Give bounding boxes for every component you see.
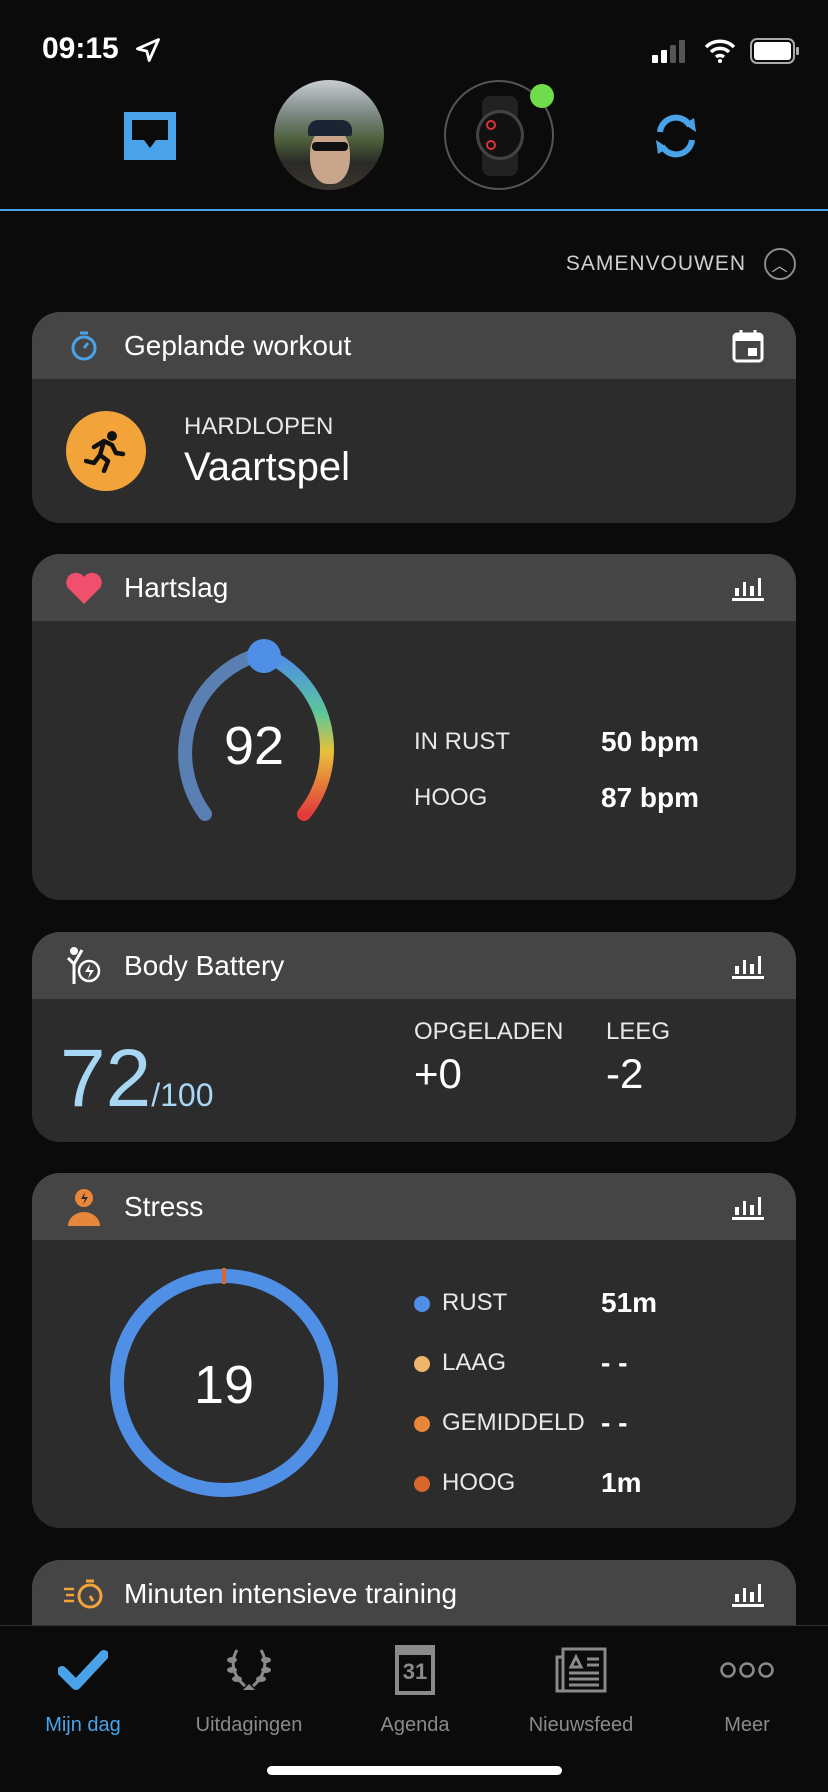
home-indicator[interactable] [267,1766,562,1775]
tab-label: Uitdagingen [195,1714,303,1736]
stress-value: 19 [194,1355,254,1415]
stress-card[interactable]: Stress 19 RUST 51m LAAG - - GEMIDDELD - - H… [32,1173,796,1528]
running-icon [66,411,146,491]
stress-ring: 19 [110,1268,338,1497]
tab-label: Nieuwsfeed [528,1714,634,1736]
body-battery-card[interactable]: Body Battery 72/100 OPGELADEN +0 LEEG -2 [32,932,796,1142]
tab-bar: Mijn dag Uitdagingen 31 Agenda Nieuwsfeed… [0,1625,828,1792]
chevron-up-icon: ︿ [764,248,796,280]
tab-calendar[interactable]: 31 Agenda [332,1626,498,1737]
chart-icon[interactable] [732,1581,764,1607]
card-title: Geplande workout [124,329,352,361]
signal-icon [652,40,685,63]
chart-icon[interactable] [732,1194,764,1220]
checkmark-icon [58,1650,108,1690]
heart-rate-card[interactable]: Hartslag 92 IN RUST 50 bpm HOOG 87 bpm [32,554,796,900]
heart-rate-gauge: 92 [178,639,334,821]
battery-icon [750,38,799,64]
connected-indicator [530,84,554,108]
sync-icon[interactable] [648,110,704,162]
stress-row-high: HOOG 1m [414,1453,657,1513]
tab-challenges[interactable]: Uitdagingen [166,1626,332,1737]
card-title: Body Battery [124,949,285,981]
medium-value: - - [601,1407,628,1438]
card-title: Stress [124,1190,204,1222]
calendar-icon[interactable] [732,329,764,363]
battery-level: 72 [60,1033,152,1124]
stress-row-low: LAAG - - [414,1333,657,1393]
location-arrow-icon [136,38,160,62]
tab-my-day[interactable]: Mijn dag [0,1626,166,1737]
stress-row-medium: GEMIDDELD - - [414,1393,657,1453]
charged-value: +0 [414,1050,462,1097]
tab-label: Mijn dag [45,1714,121,1736]
newspaper-icon [555,1647,607,1693]
workout-name: Vaartspel [184,444,351,489]
header-divider [0,209,828,211]
tab-label: Meer [724,1714,770,1736]
calendar-tab-icon: 31 [395,1645,435,1695]
planned-workout-card[interactable]: Geplande workout HARDLOPEN Vaartspel [32,312,796,523]
body-battery-icon [62,944,106,988]
high-label: HOOG [414,784,488,811]
rest-value: 51m [601,1287,658,1318]
high-dot [414,1475,430,1492]
stress-row-rest: RUST 51m [414,1273,657,1333]
drained-label: LEEG [606,1018,671,1045]
laurel-icon [227,1649,271,1690]
more-dots-icon [720,1662,774,1678]
stopwatch-icon [62,324,106,368]
tab-more[interactable]: Meer [664,1626,828,1737]
battery-max: /100 [151,1077,214,1113]
drained-value: -2 [606,1050,644,1097]
collapse-button[interactable]: SAMENVOUWEN ︿ [566,248,796,280]
high-stress-value: 1m [601,1467,642,1498]
resting-label: IN RUST [414,728,510,755]
tab-newsfeed[interactable]: Nieuwsfeed [498,1626,664,1737]
avatar[interactable] [274,80,384,190]
rest-dot [414,1295,430,1312]
body-battery-value: 72/100 [60,1032,214,1126]
inbox-icon[interactable] [124,112,176,160]
status-icons [650,38,800,64]
chart-icon[interactable] [732,953,764,979]
collapse-label: SAMENVOUWEN [565,252,746,275]
stress-icon [62,1185,106,1229]
intensity-stopwatch-icon [62,1572,106,1616]
status-time: 09:15 [42,32,119,65]
card-title: Hartslag [124,571,229,603]
high-value: 87 bpm [601,782,700,813]
medium-dot [414,1415,430,1432]
charged-label: OPGELADEN [414,1018,564,1045]
chart-icon[interactable] [732,575,764,601]
heart-icon [62,566,106,610]
low-value: - - [601,1347,628,1378]
resting-value: 50 bpm [601,726,700,757]
watch-device-button[interactable] [444,80,554,190]
activity-type: HARDLOPEN [184,412,334,440]
tab-label: Agenda [380,1714,450,1736]
heart-rate-value: 92 [224,716,284,776]
card-title: Minuten intensieve training [124,1577,458,1609]
low-dot [414,1355,430,1372]
wifi-icon [704,39,736,63]
